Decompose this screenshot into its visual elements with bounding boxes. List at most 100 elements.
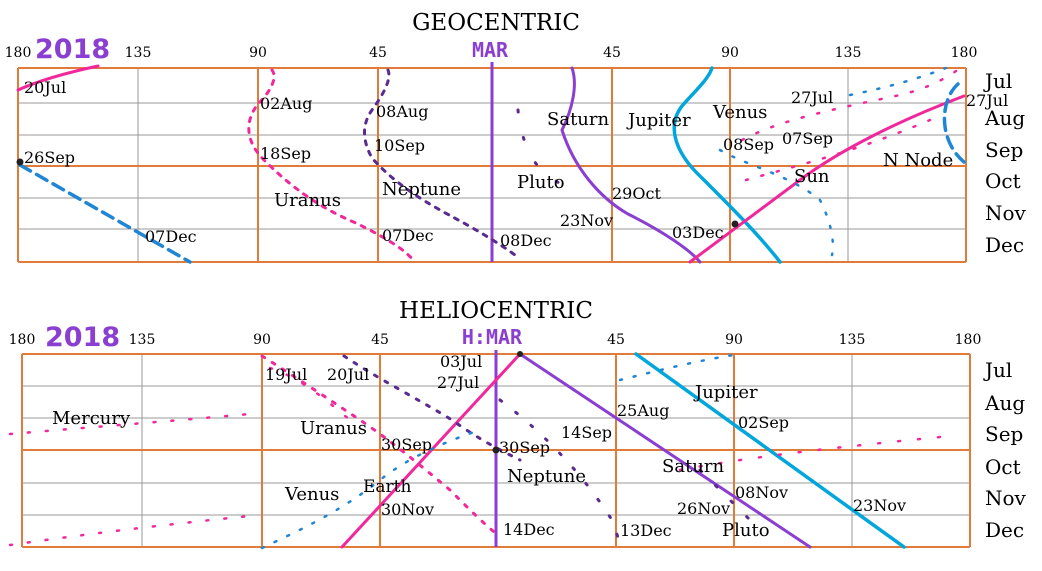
helio-month-oct: Oct	[985, 455, 1021, 479]
geo-label-uranus: Uranus	[274, 190, 341, 211]
geo-track-north-node-right	[942, 82, 966, 164]
helio-label-dec13: 13Dec	[620, 521, 672, 540]
geo-label-oct29: 29Oct	[612, 184, 661, 203]
helio-label-sep14: 14Sep	[561, 423, 612, 442]
helio-tick-135-right: 135	[839, 332, 866, 348]
helio-track-venus	[260, 352, 742, 550]
geo-label-sep07: 07Sep	[782, 129, 833, 148]
helio-label-nov26: 26Nov	[677, 499, 730, 518]
geo-label-sep18: 18Sep	[260, 144, 311, 163]
helio-label-nov23: 23Nov	[853, 496, 906, 515]
geo-tick-180-left: 180	[5, 45, 32, 61]
helio-tick-90-right: 90	[725, 332, 743, 348]
geo-month-oct: Oct	[985, 169, 1021, 193]
helio-track-pluto	[498, 398, 622, 547]
geo-label-sep26: 26Sep	[24, 148, 75, 167]
heliocentric-year: 2018	[45, 322, 120, 353]
heliocentric-annotations: Mercury 19Jul 20Jul 03Jul 27Jul Uranus 3…	[52, 352, 906, 541]
helio-tick-180-right: 180	[955, 332, 982, 348]
geocentric-title: GEOCENTRIC	[412, 10, 580, 36]
helio-label-nov08: 08Nov	[735, 483, 788, 502]
geo-label-jupiter: Jupiter	[626, 110, 691, 131]
geo-label-venus: Venus	[712, 102, 767, 123]
geo-track-neptune	[363, 68, 517, 257]
helio-month-sep: Sep	[985, 422, 1023, 446]
helio-label-aug25: 25Aug	[617, 401, 669, 420]
geocentric-panel: GEOCENTRIC 2018 MAR 180 135 90 45 45 90 …	[5, 10, 1027, 264]
geo-label-jul20: 20Jul	[24, 78, 66, 97]
geo-track-jupiter	[672, 66, 782, 264]
geo-label-north-node: N Node	[883, 150, 953, 171]
geo-month-aug: Aug	[984, 106, 1025, 130]
helio-label-uranus: Uranus	[300, 418, 367, 439]
helio-label-jul27: 27Jul	[437, 373, 479, 392]
geo-label-nov23: 23Nov	[560, 211, 613, 230]
geo-label-sun: Sun	[794, 166, 830, 187]
helio-tick-180-left: 180	[9, 332, 36, 348]
geo-tick-180-right: 180	[951, 45, 978, 61]
helio-track-uranus	[260, 354, 500, 537]
helio-label-jul19: 19Jul	[265, 365, 307, 384]
geo-track-north-node	[18, 163, 192, 264]
helio-month-jul: Jul	[983, 358, 1012, 382]
geo-label-sep08: 08Sep	[723, 135, 774, 154]
helio-track-jupiter	[634, 352, 906, 549]
geo-marker-dec03	[731, 220, 739, 228]
geo-track-venus	[718, 66, 948, 257]
helio-label-jupiter: Jupiter	[693, 382, 758, 403]
geo-tick-45-left: 45	[369, 45, 387, 61]
helio-month-nov: Nov	[985, 486, 1027, 510]
helio-label-sep30-earth: 30Sep	[381, 435, 432, 454]
geo-label-aug08: 08Aug	[376, 102, 428, 121]
geo-label-dec03: 03Dec	[672, 223, 724, 242]
geo-month-nov: Nov	[985, 201, 1027, 225]
heliocentric-axis-ticks: 180 135 90 45 45 90 135 180	[9, 332, 982, 348]
geo-label-dec07-node: 07Dec	[145, 227, 197, 246]
geo-label-jul27-left: 27Jul	[791, 88, 833, 107]
geo-label-aug02: 02Aug	[260, 94, 312, 113]
geo-month-dec: Dec	[985, 233, 1024, 257]
helio-track-mars	[518, 352, 812, 549]
geo-label-pluto: Pluto	[517, 172, 565, 193]
heliocentric-mars-label: H:MAR	[462, 325, 523, 349]
heliocentric-tracks	[8, 352, 952, 550]
helio-label-pluto: Pluto	[722, 520, 770, 541]
geocentric-mars-label: MAR	[472, 38, 509, 62]
helio-label-venus: Venus	[284, 484, 339, 505]
geo-tick-90-left: 90	[249, 45, 267, 61]
geo-label-sep10: 10Sep	[374, 136, 425, 155]
helio-label-nov30: 30Nov	[381, 500, 434, 519]
geo-month-sep: Sep	[985, 138, 1023, 162]
geo-label-saturn: Saturn	[547, 109, 609, 130]
helio-marker-mars-top	[517, 351, 523, 357]
helio-label-saturn: Saturn	[662, 456, 724, 477]
helio-label-jul03: 03Jul	[440, 352, 482, 371]
helio-label-mercury: Mercury	[52, 408, 131, 429]
helio-tick-45-left: 45	[371, 332, 389, 348]
helio-label-sep02: 02Sep	[738, 413, 789, 432]
geo-month-jul: Jul	[983, 69, 1012, 93]
geocentric-month-labels: Jul Aug Sep Oct Nov Dec	[983, 69, 1027, 257]
helio-tick-90-left: 90	[253, 332, 271, 348]
geocentric-annotations: 20Jul 26Sep 07Dec 02Aug 18Sep Uranus 08A…	[24, 78, 1008, 250]
helio-month-dec: Dec	[985, 518, 1024, 542]
helio-tick-45-right: 45	[607, 332, 625, 348]
geo-track-sun	[688, 94, 966, 264]
geo-marker-sep26	[16, 158, 24, 166]
helio-tick-135-left: 135	[129, 332, 156, 348]
heliocentric-title: HELIOCENTRIC	[399, 298, 593, 324]
geo-tick-135-left: 135	[125, 45, 152, 61]
heliocentric-panel: HELIOCENTRIC 2018 H:MAR 180 135 90 45 45…	[8, 298, 1027, 550]
geocentric-tracks	[16, 64, 966, 264]
helio-marker-sep30	[492, 446, 500, 454]
heliocentric-month-labels: Jul Aug Sep Oct Nov Dec	[983, 358, 1027, 542]
geo-label-dec08: 08Dec	[500, 231, 552, 250]
geo-label-dec07-neptune: 07Dec	[382, 226, 434, 245]
geo-tick-45-right: 45	[603, 45, 621, 61]
geo-label-jul27-right: 27Jul	[966, 91, 1008, 110]
helio-month-aug: Aug	[984, 391, 1025, 415]
helio-label-sep30-mars: 30Sep	[499, 438, 550, 457]
geocentric-year: 2018	[35, 34, 110, 65]
helio-label-jul20: 20Jul	[327, 365, 369, 384]
geo-track-mercury	[740, 66, 962, 182]
